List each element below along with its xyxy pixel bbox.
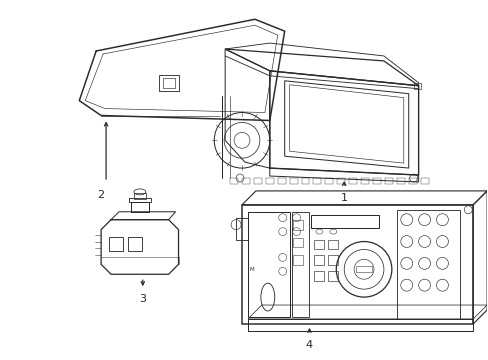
Text: M: M: [249, 267, 254, 272]
Text: 1: 1: [340, 193, 347, 203]
Text: 2: 2: [97, 190, 104, 200]
Text: 4: 4: [305, 340, 312, 350]
Text: 3: 3: [139, 294, 146, 304]
